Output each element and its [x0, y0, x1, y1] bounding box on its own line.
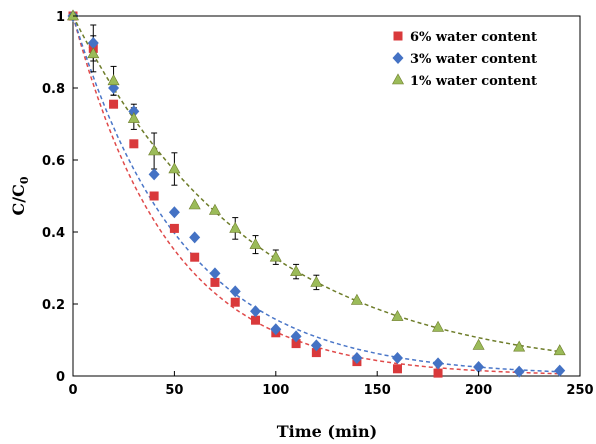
- x-tick-label: 100: [262, 383, 289, 398]
- y-tick-label: 0.2: [42, 298, 65, 313]
- plot-frame: [72, 15, 581, 377]
- data-point-triangle: [107, 74, 120, 86]
- y-axis-title-sub: 0: [18, 176, 31, 184]
- data-point-square: [230, 297, 240, 307]
- data-point-square: [149, 191, 159, 201]
- data-point-diamond: [168, 206, 180, 219]
- data-point-triangle: [391, 73, 405, 85]
- data-point-triangle: [553, 344, 566, 356]
- data-point-square: [393, 31, 403, 41]
- fit-curves: [72, 15, 560, 375]
- data-point-triangle: [66, 9, 80, 21]
- data-point-diamond: [209, 267, 221, 280]
- data-point-triangle: [391, 309, 404, 321]
- data-point-square: [190, 252, 200, 262]
- fit-curve: [72, 15, 560, 375]
- x-axis-title: Time (min): [277, 422, 377, 441]
- data-point-diamond: [554, 364, 566, 377]
- data-point-square: [169, 223, 179, 233]
- data-point-square: [109, 99, 119, 109]
- data-point-square: [433, 368, 443, 378]
- x-tick-label: 200: [465, 383, 492, 398]
- data-point-square: [291, 339, 301, 349]
- y-tick-label: 0.6: [42, 154, 65, 169]
- data-point-diamond: [513, 365, 525, 378]
- legend-label: 6% water content: [410, 30, 537, 45]
- data-point-diamond: [148, 168, 160, 181]
- data-point-triangle: [249, 237, 262, 249]
- data-point-diamond: [351, 352, 363, 364]
- data-point-triangle: [350, 293, 363, 305]
- data-point-triangle: [127, 111, 140, 123]
- data-point-diamond: [87, 37, 99, 49]
- data-point-triangle: [432, 320, 445, 332]
- data-point-triangle: [188, 198, 201, 210]
- data-point-triangle: [208, 203, 221, 215]
- x-tick-label: 150: [364, 383, 391, 398]
- data-point-diamond: [391, 352, 403, 364]
- data-point-triangle: [513, 340, 526, 352]
- data-point-diamond: [290, 330, 302, 343]
- data-point-diamond: [189, 231, 201, 244]
- error-bars: [90, 24, 320, 291]
- data-point-triangle: [148, 144, 161, 156]
- data-point-square: [129, 139, 139, 149]
- data-point-triangle: [229, 221, 242, 233]
- x-axis: 0 50 100 150 200 250: [68, 371, 594, 398]
- x-tick-label: 250: [566, 383, 593, 398]
- y-tick-label: 0.8: [42, 82, 65, 97]
- legend-label: 1% water content: [410, 74, 537, 89]
- data-point-diamond: [310, 339, 322, 352]
- y-axis-title: C/C0: [9, 176, 31, 215]
- data-point-diamond: [270, 323, 282, 336]
- data-point-triangle: [87, 47, 100, 59]
- data-point-triangle: [269, 250, 282, 262]
- y-tick-label: 0: [56, 370, 65, 385]
- data-point-diamond: [432, 357, 444, 370]
- data-point-diamond: [473, 361, 485, 373]
- data-point-square: [251, 315, 261, 325]
- data-point-diamond: [128, 105, 140, 118]
- data-point-triangle: [168, 162, 181, 174]
- y-axis-title-main: C/C: [9, 184, 28, 215]
- x-tick-label: 50: [165, 383, 183, 398]
- data-point-triangle: [310, 275, 323, 287]
- legend-label: 3% water content: [410, 52, 537, 67]
- data-point-triangle: [472, 338, 485, 350]
- data-point-diamond: [250, 305, 262, 318]
- y-tick-label: 1: [56, 10, 65, 25]
- x-tick-label: 0: [68, 383, 77, 398]
- data-point-square: [210, 277, 220, 287]
- y-tick-label: 0.4: [42, 226, 65, 241]
- data-point-triangle: [290, 264, 303, 276]
- fit-curve: [72, 15, 560, 373]
- data-point-diamond: [392, 52, 404, 64]
- data-point-diamond: [229, 285, 241, 298]
- data-point-square: [311, 348, 321, 358]
- data-point-square: [392, 364, 402, 374]
- legend: 6% water content 3% water content 1% water…: [391, 30, 537, 89]
- y-axis: 0 0.2 0.4 0.6 0.8 1: [42, 10, 78, 385]
